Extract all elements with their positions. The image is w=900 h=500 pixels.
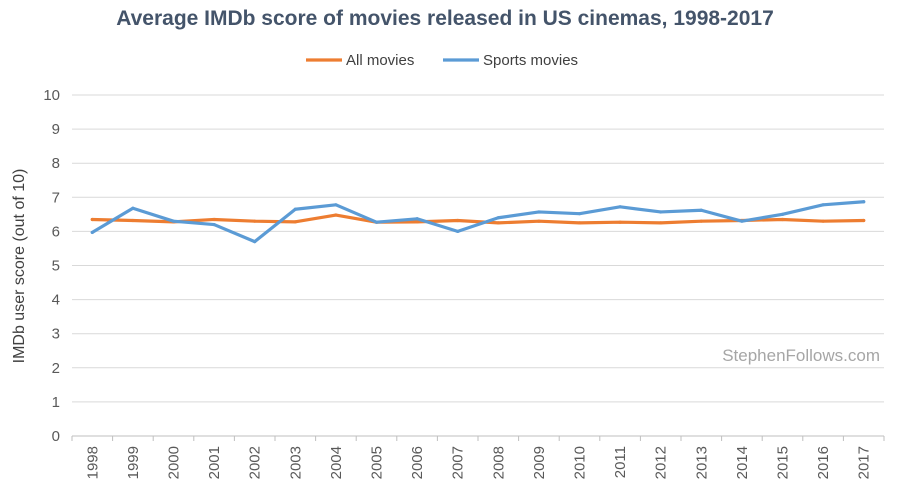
data-point (212, 222, 216, 227)
data-point (780, 217, 785, 222)
data-point (334, 213, 338, 217)
data-point (415, 220, 419, 224)
legend-label: All movies (346, 52, 414, 69)
x-tick-label: 2006 (409, 446, 426, 479)
data-point (618, 205, 622, 209)
x-tick-label: 2005 (369, 446, 386, 479)
y-axis-ticks: 0 1 2 3 4 5 6 7 8 9 10 (43, 87, 60, 445)
y-tick-label: 10 (43, 87, 60, 104)
data-point (293, 207, 297, 211)
x-tick-label: 2009 (531, 446, 548, 479)
x-tick-label: 2004 (328, 446, 345, 479)
data-point (253, 240, 257, 244)
data-point (618, 220, 622, 224)
data-point (456, 218, 460, 223)
data-point (253, 219, 257, 223)
data-point (537, 219, 541, 223)
data-point (90, 217, 94, 222)
x-tick-label: 2012 (653, 446, 670, 479)
data-point (577, 212, 582, 216)
x-tick-label: 2017 (856, 446, 873, 479)
chart-title: Average IMDb score of movies released in… (116, 7, 774, 30)
y-tick-label: 0 (52, 428, 60, 445)
x-tick-label: 1998 (84, 446, 101, 479)
data-point (90, 230, 94, 235)
y-tick-label: 4 (52, 292, 60, 309)
data-point (821, 219, 825, 223)
y-tick-label: 6 (52, 223, 60, 240)
data-point (293, 220, 297, 224)
data-point (131, 218, 135, 223)
series-sports-movies (90, 200, 866, 244)
data-point (456, 229, 460, 233)
data-point (659, 210, 663, 214)
y-tick-label: 9 (52, 121, 60, 138)
data-point (780, 212, 785, 216)
x-tick-label: 2003 (287, 446, 304, 479)
data-point (577, 221, 582, 225)
data-point (334, 203, 338, 207)
legend: All movies Sports movies (306, 52, 578, 69)
x-tick-label: 2015 (775, 446, 792, 479)
y-tick-label: 2 (52, 360, 60, 377)
legend-label: Sports movies (483, 52, 578, 69)
x-axis-ticks: 1998 1999 2000 2001 2002 2003 2004 2005 2006 2007… (71, 436, 885, 479)
data-point (740, 219, 744, 223)
y-tick-label: 1 (52, 394, 60, 411)
data-point (659, 221, 663, 225)
x-tick-label: 2014 (734, 446, 751, 479)
y-axis-label: IMDb user score (out of 10) (11, 169, 28, 364)
series-lines (90, 200, 866, 244)
data-point (496, 221, 500, 225)
x-tick-label: 2002 (247, 446, 264, 479)
data-point (699, 219, 703, 223)
data-point (374, 220, 379, 224)
x-tick-label: 2007 (450, 446, 467, 479)
data-point (862, 200, 866, 204)
data-point (171, 219, 176, 223)
data-point (862, 218, 866, 223)
data-point (131, 206, 135, 210)
data-point (496, 216, 500, 220)
x-tick-label: 2000 (166, 446, 183, 479)
data-point (537, 210, 541, 214)
data-point (415, 217, 419, 221)
x-tick-label: 2001 (206, 446, 223, 479)
y-tick-label: 7 (52, 189, 60, 206)
x-tick-label: 2010 (572, 446, 589, 479)
data-point (821, 203, 825, 207)
x-tick-label: 2011 (612, 446, 629, 478)
x-tick-label: 2013 (693, 446, 710, 479)
x-tick-label: 1999 (125, 446, 142, 479)
y-tick-label: 5 (52, 258, 60, 275)
gridlines (72, 94, 884, 437)
y-tick-label: 3 (52, 326, 60, 343)
series-line-sports-movies (90, 200, 866, 244)
x-tick-label: 2016 (815, 446, 832, 479)
watermark: StephenFollows.com (722, 346, 880, 365)
x-tick-label: 2008 (490, 446, 507, 479)
data-point (699, 208, 703, 212)
data-point (212, 217, 216, 222)
y-tick-label: 8 (52, 155, 60, 172)
